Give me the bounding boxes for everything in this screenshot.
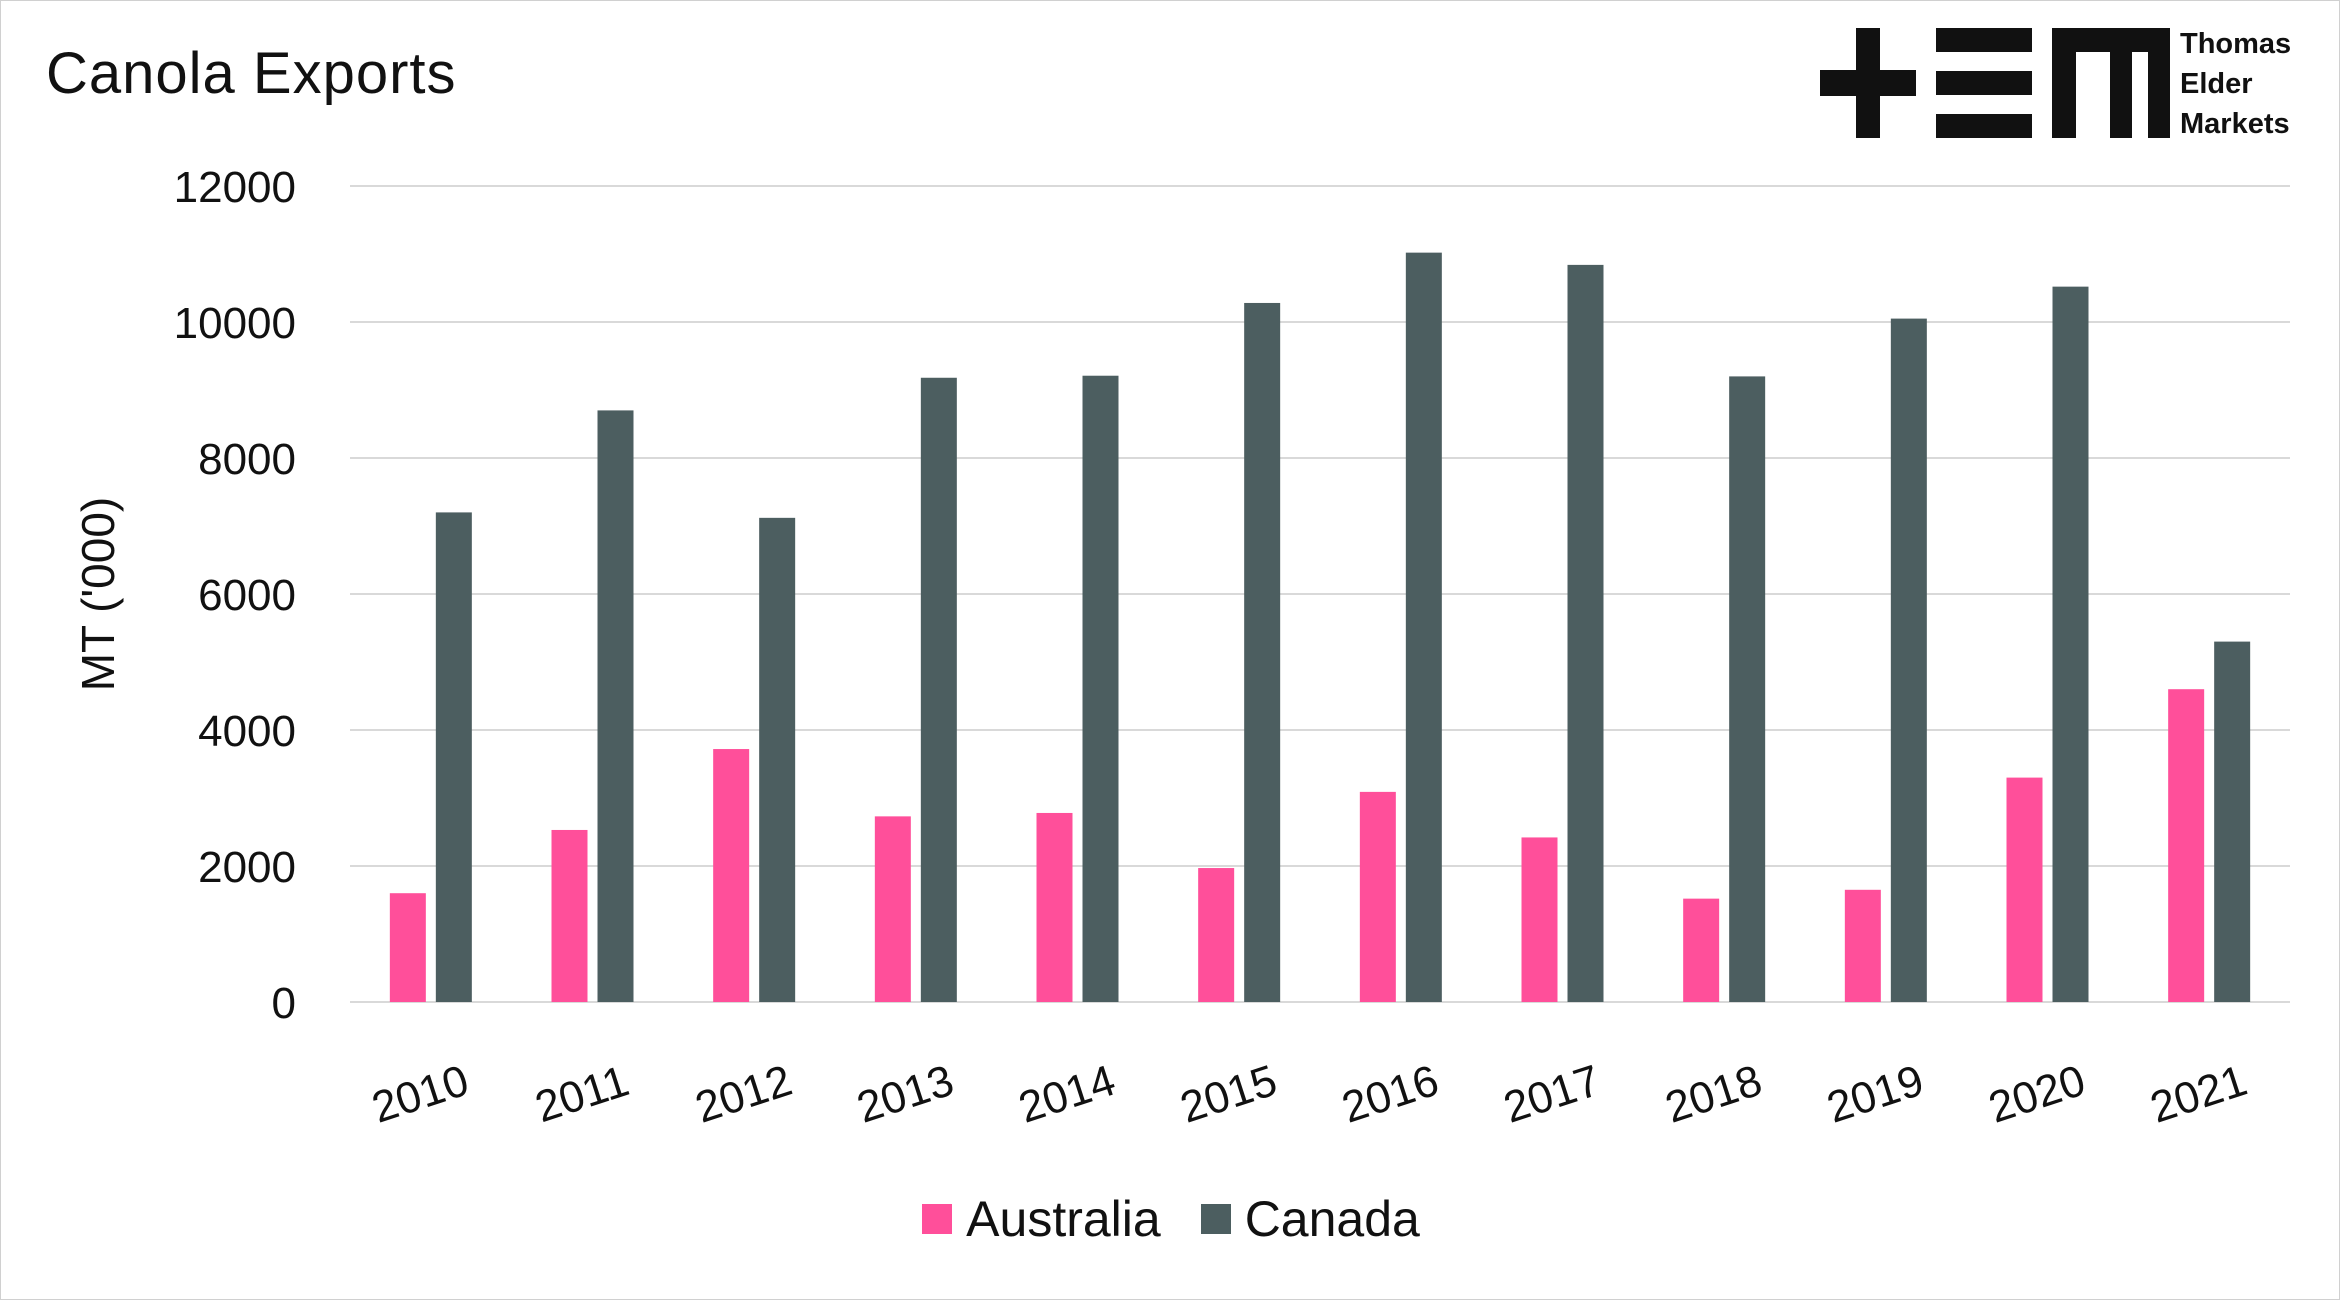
logo-line-1: Thomas <box>2180 28 2292 60</box>
y-axis-title: MT ('000) <box>72 497 124 692</box>
y-tick-label: 12000 <box>174 163 296 212</box>
bar-australia-2021 <box>2168 689 2205 1002</box>
bar-australia-2010 <box>389 893 426 1002</box>
bar-canada-2013 <box>920 377 957 1002</box>
bar-australia-2020 <box>2006 777 2043 1002</box>
x-tick-label: 2013 <box>851 1056 959 1133</box>
x-tick-label: 2010 <box>366 1056 474 1133</box>
x-axis-ticks: 2010 2011 2012 2013 2014 2015 2016 2017 2018 2019… <box>366 1056 2253 1133</box>
bar-australia-2013 <box>874 816 911 1002</box>
y-tick-label: 2000 <box>198 843 296 892</box>
x-tick-label: 2012 <box>690 1056 798 1133</box>
legend-label-australia: Australia <box>966 1191 1161 1247</box>
bar-canada-2019 <box>1890 318 1927 1003</box>
legend-item-australia: Australia <box>922 1190 1161 1248</box>
x-tick-label: 2020 <box>1983 1056 2091 1133</box>
bar-australia-2017 <box>1521 837 1558 1002</box>
y-tick-label: 4000 <box>198 707 296 756</box>
y-tick-label: 0 <box>272 979 296 1028</box>
tem-logo <box>1820 28 2170 138</box>
legend-item-canada: Canada <box>1200 1190 1420 1248</box>
x-tick-label: 2015 <box>1175 1056 1283 1133</box>
logo-line-3: Markets <box>2180 108 2290 140</box>
bar-canada-2020 <box>2052 286 2089 1002</box>
bar-australia-2014 <box>1036 812 1073 1002</box>
x-tick-label: 2014 <box>1013 1056 1121 1133</box>
legend-swatch-australia <box>922 1204 953 1234</box>
x-tick-label: 2016 <box>1336 1056 1444 1133</box>
chart-title: Canola Exports <box>46 41 457 106</box>
bar-australia-2016 <box>1359 791 1396 1002</box>
gridlines <box>350 185 2290 1003</box>
y-axis-ticks: 0 2000 4000 6000 8000 10000 12000 <box>174 163 296 1028</box>
bar-canada-2016 <box>1405 252 1442 1002</box>
bar-canada-2018 <box>1729 376 1766 1002</box>
x-tick-label: 2019 <box>1821 1056 1929 1133</box>
bar-australia-2019 <box>1844 889 1881 1002</box>
y-tick-label: 8000 <box>198 435 296 484</box>
bar-canada-2017 <box>1567 264 1604 1002</box>
y-tick-label: 10000 <box>174 299 296 348</box>
x-tick-label: 2011 <box>529 1056 634 1132</box>
y-tick-label: 6000 <box>198 571 296 620</box>
bar-canada-2010 <box>435 512 472 1002</box>
x-tick-label: 2018 <box>1660 1056 1768 1133</box>
bar-canada-2011 <box>597 410 634 1002</box>
bar-australia-2012 <box>713 749 750 1002</box>
logo-text: Thomas Elder Markets <box>2180 24 2291 144</box>
bar-australia-2015 <box>1198 868 1235 1002</box>
bar-australia-2018 <box>1683 898 1720 1002</box>
bar-canada-2021 <box>2214 641 2251 1002</box>
logo-line-2: Elder <box>2180 68 2253 100</box>
bar-canada-2014 <box>1082 375 1119 1003</box>
legend-swatch-canada <box>1200 1204 1231 1234</box>
bar-chart: 0 2000 4000 6000 8000 10000 12000 2010 2011 2012… <box>72 163 2290 1133</box>
bars <box>389 252 2251 1003</box>
legend: Australia Canada <box>0 1190 2342 1248</box>
bar-canada-2015 <box>1244 302 1281 1003</box>
bar-canada-2012 <box>759 517 796 1002</box>
bar-australia-2011 <box>551 829 588 1002</box>
x-tick-label: 2017 <box>1498 1056 1606 1133</box>
x-tick-label: 2021 <box>2145 1056 2253 1133</box>
legend-label-canada: Canada <box>1244 1191 1420 1247</box>
